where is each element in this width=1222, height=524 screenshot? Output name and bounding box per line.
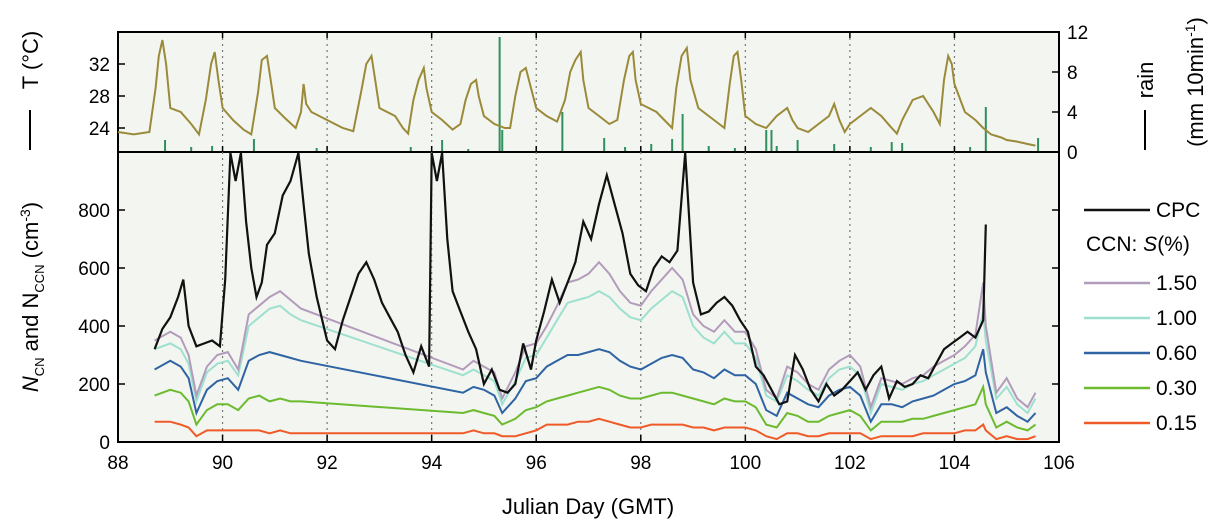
bottom-x-tick-label: 96 — [526, 453, 547, 474]
top-right-tick-label: 8 — [1067, 63, 1078, 84]
bottom-x-tick-label: 106 — [1043, 453, 1075, 474]
bottom-y-tick-label: 0 — [99, 433, 110, 454]
top-right-ylabel-rain: rain — [1133, 62, 1158, 99]
bottom-x-tick-label: 92 — [317, 453, 338, 474]
legend-label-s030: 0.30 — [1156, 377, 1197, 400]
series-line-s150 — [154, 260, 1037, 411]
legend: CPC CCN: S(%) 1.50 1.00 0.60 0.30 0.15 — [1084, 199, 1200, 435]
bottom-panel: 0 200 400 600 800 88 90 92 94 96 98 100 102 104 106 J… — [17, 151, 1075, 519]
bottom-y-tick-label: 200 — [78, 375, 110, 396]
concentration-series — [153, 152, 1037, 441]
series-line-s100 — [154, 289, 1037, 417]
series-line-s015 — [154, 417, 1036, 441]
legend-label-cpc: CPC — [1156, 199, 1200, 222]
top-left-tick-label: 28 — [89, 87, 110, 108]
bottom-ylabel: NCN and NCCN (cm-3) — [17, 202, 47, 392]
top-dotted-grid — [221, 32, 956, 152]
top-plot-area — [117, 31, 1060, 153]
legend-label-s015: 0.15 — [1156, 412, 1197, 435]
temperature-line — [117, 39, 1036, 147]
top-right-tick-label: 0 — [1067, 143, 1078, 164]
top-right-tick-label: 12 — [1067, 23, 1088, 44]
bottom-y-tick-label: 400 — [78, 317, 110, 338]
top-left-tick-label: 32 — [89, 55, 110, 76]
bottom-y-ticks: 0 200 400 600 800 — [78, 201, 1059, 454]
bottom-x-tick-label: 100 — [729, 453, 761, 474]
bottom-x-tick-label: 102 — [834, 453, 866, 474]
top-panel: 32 28 24 12 8 4 0 T (°C) rain (mm 10min-1) — [18, 17, 1208, 164]
top-left-ylabel: T (°C) — [18, 31, 43, 90]
legend-label-s100: 1.00 — [1156, 307, 1197, 330]
legend-label-s150: 1.50 — [1156, 272, 1197, 295]
bottom-dotted-grid — [221, 152, 956, 442]
bottom-y-tick-label: 600 — [78, 259, 110, 280]
bottom-x-tick-label: 104 — [939, 453, 971, 474]
bottom-x-ticks: 88 90 92 94 96 98 100 102 104 106 — [107, 435, 1075, 474]
bottom-x-tick-label: 88 — [107, 453, 128, 474]
legend-ccn-items: 1.50 1.00 0.60 0.30 0.15 — [1084, 272, 1197, 435]
series-line-s030 — [154, 383, 1037, 432]
top-right-ylabel-units: (mm 10min-1) — [1182, 17, 1208, 147]
top-right-y-ticks: 12 8 4 0 — [1052, 23, 1088, 164]
bottom-y-tick-label: 800 — [78, 201, 110, 222]
bottom-x-tick-label: 98 — [630, 453, 651, 474]
legend-ccn-header: CCN: S(%) — [1086, 233, 1190, 256]
top-right-tick-label: 4 — [1067, 103, 1078, 124]
temperature-series — [117, 39, 1036, 147]
legend-label-s060: 0.60 — [1156, 342, 1197, 365]
bottom-x-tick-label: 94 — [421, 453, 443, 474]
series-line-cpc — [153, 152, 987, 406]
top-left-y-ticks: 32 28 24 — [89, 55, 125, 140]
series-line-s060 — [154, 348, 1037, 424]
top-left-tick-label: 24 — [89, 119, 111, 140]
bottom-x-tick-label: 90 — [212, 453, 233, 474]
bottom-xlabel: Julian Day (GMT) — [502, 494, 674, 519]
